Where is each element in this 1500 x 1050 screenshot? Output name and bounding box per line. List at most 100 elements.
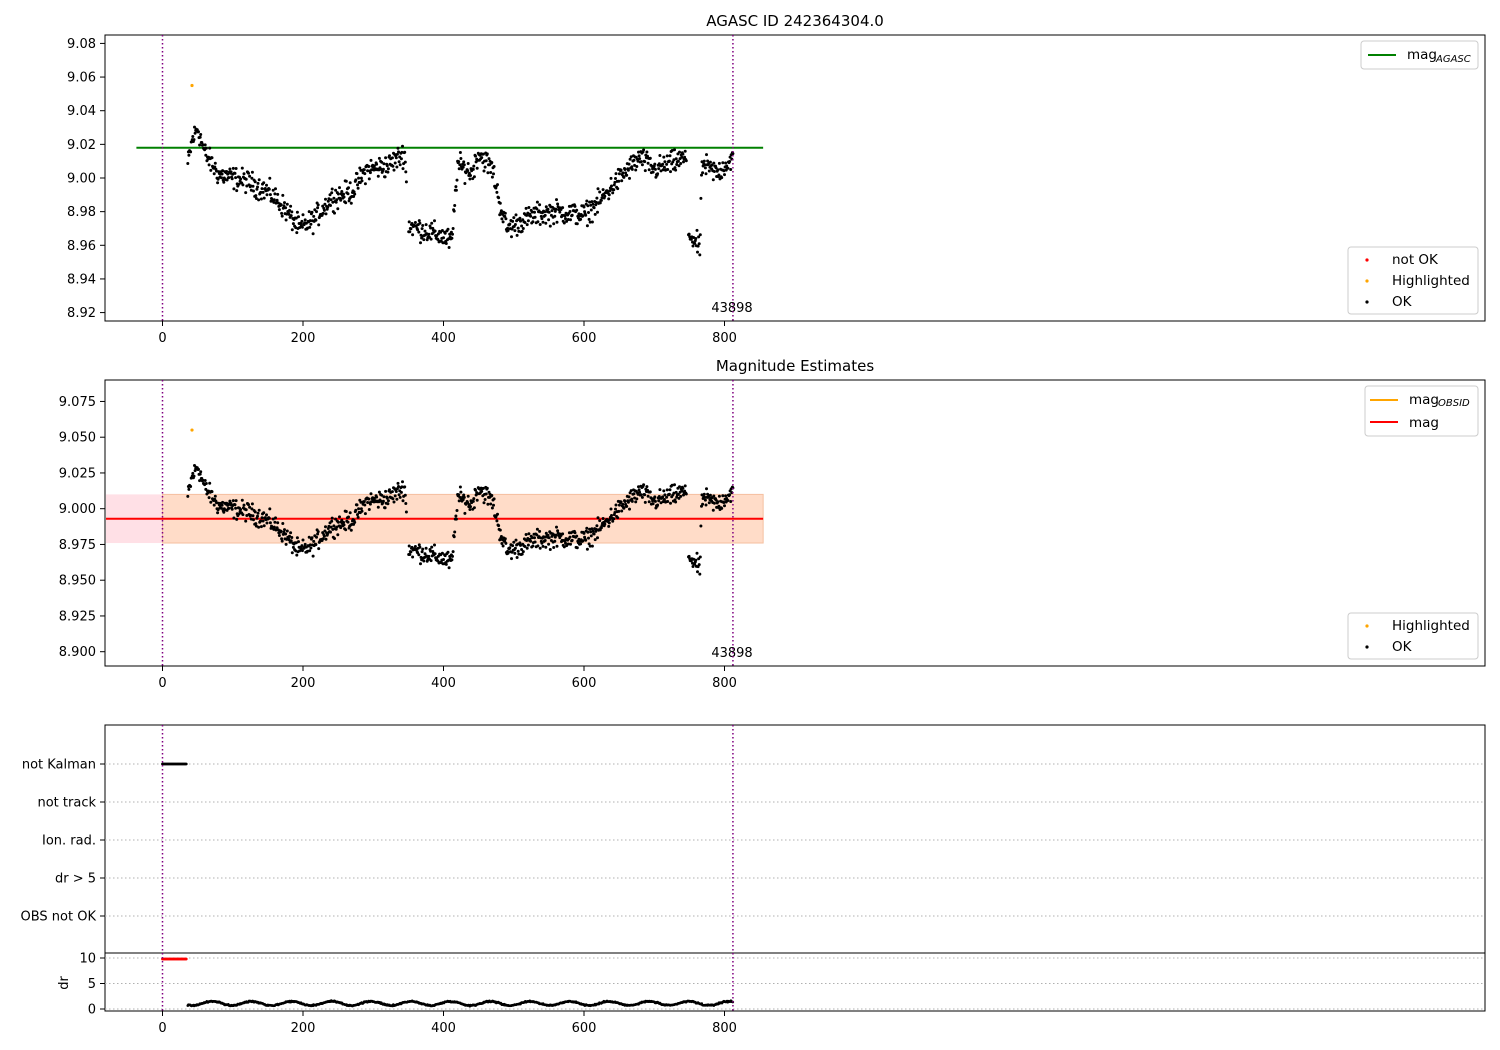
ok-point: [300, 549, 304, 553]
ok-point: [680, 155, 684, 159]
ok-point: [603, 194, 607, 198]
ok-point: [204, 146, 208, 150]
ok-point: [675, 495, 679, 499]
ok-point: [647, 168, 651, 172]
ok-point: [632, 492, 636, 496]
ok-point: [297, 215, 300, 219]
ok-point: [512, 540, 516, 544]
ok-point: [582, 531, 586, 535]
ok-point: [645, 150, 649, 154]
ok-point: [235, 517, 239, 521]
ok-point: [251, 184, 255, 188]
ok-point: [717, 494, 721, 498]
ok-point: [254, 194, 258, 198]
ok-point: [457, 160, 461, 164]
ok-point: [376, 174, 380, 178]
ok-point: [234, 167, 238, 170]
ok-point: [307, 210, 311, 214]
ok-point: [523, 545, 527, 548]
ok-point: [696, 244, 700, 248]
ok-point: [459, 157, 463, 160]
ok-point: [600, 196, 604, 200]
ok-point: [508, 546, 512, 550]
ok-point: [419, 555, 423, 559]
ok-point: [705, 153, 708, 157]
ok-point: [590, 544, 594, 548]
ok-point: [257, 508, 261, 512]
ok-point: [555, 525, 558, 529]
ok-point: [596, 187, 600, 191]
ok-point: [496, 512, 499, 516]
ok-point: [617, 503, 621, 507]
ok-point: [418, 221, 422, 225]
ok-point: [346, 192, 350, 196]
ok-point: [287, 212, 291, 216]
highlighted-point: [190, 83, 194, 88]
ok-point: [598, 519, 602, 523]
ok-point: [265, 513, 268, 517]
ok-point: [233, 171, 237, 175]
ok-point: [393, 494, 397, 498]
ok-point: [457, 499, 461, 503]
xtick-label: 800: [712, 331, 737, 346]
ok-point: [368, 171, 372, 175]
ok-point: [321, 537, 325, 541]
ok-point: [339, 198, 343, 202]
ok-point: [443, 231, 447, 235]
ok-point: [489, 171, 493, 174]
ok-point: [355, 503, 359, 507]
ok-point: [548, 548, 552, 551]
ok-point: [436, 232, 440, 236]
ok-point: [427, 232, 431, 236]
ok-point: [516, 549, 520, 553]
ok-point: [340, 518, 344, 522]
ok-point: [669, 501, 672, 505]
ok-point: [630, 165, 634, 169]
ok-point: [411, 555, 415, 559]
ok-point: [665, 162, 669, 166]
ok-point: [680, 489, 684, 493]
ok-point: [417, 219, 421, 223]
ok-point: [533, 536, 536, 540]
not-kalman-point: [184, 762, 188, 766]
ok-point: [220, 176, 223, 180]
ok-point: [271, 517, 275, 521]
ok-point: [609, 507, 613, 511]
ok-point: [254, 522, 258, 526]
ok-point: [220, 506, 223, 510]
ok-point: [291, 222, 295, 226]
ok-point: [453, 530, 457, 534]
ok-point: [723, 173, 726, 177]
ok-point: [520, 548, 524, 551]
ok-point: [469, 174, 472, 177]
ok-point: [430, 545, 434, 549]
ok-point: [250, 176, 254, 180]
legend-highlighted-label: Highlighted: [1392, 273, 1470, 289]
ok-point: [308, 543, 312, 547]
ok-point: [189, 150, 193, 154]
ok-point: [536, 220, 540, 224]
ok-point: [421, 547, 425, 551]
ok-point: [471, 167, 475, 171]
ok-point: [651, 170, 655, 174]
ok-point: [247, 171, 250, 175]
dr-tick-label: 5: [88, 977, 96, 992]
ok-point: [728, 160, 732, 163]
ok-point: [579, 217, 583, 221]
ok-point: [721, 161, 725, 165]
ok-point: [336, 533, 340, 537]
ok-point: [555, 220, 559, 224]
ok-point: [662, 155, 666, 159]
ok-point: [681, 486, 685, 490]
ok-point: [695, 551, 699, 555]
ok-point: [274, 187, 277, 191]
panel2-title: Magnitude Estimates: [716, 357, 874, 375]
ok-point: [694, 558, 698, 562]
ok-point: [642, 483, 646, 487]
ok-point: [668, 488, 672, 492]
panel2-yaxis: 9.075 9.050 9.025 9.000 8.975 8.950 8.925 8.900: [59, 395, 105, 660]
ok-point: [592, 532, 596, 536]
ok-point: [573, 204, 577, 208]
ok-point: [244, 177, 248, 181]
ok-point: [244, 519, 248, 523]
